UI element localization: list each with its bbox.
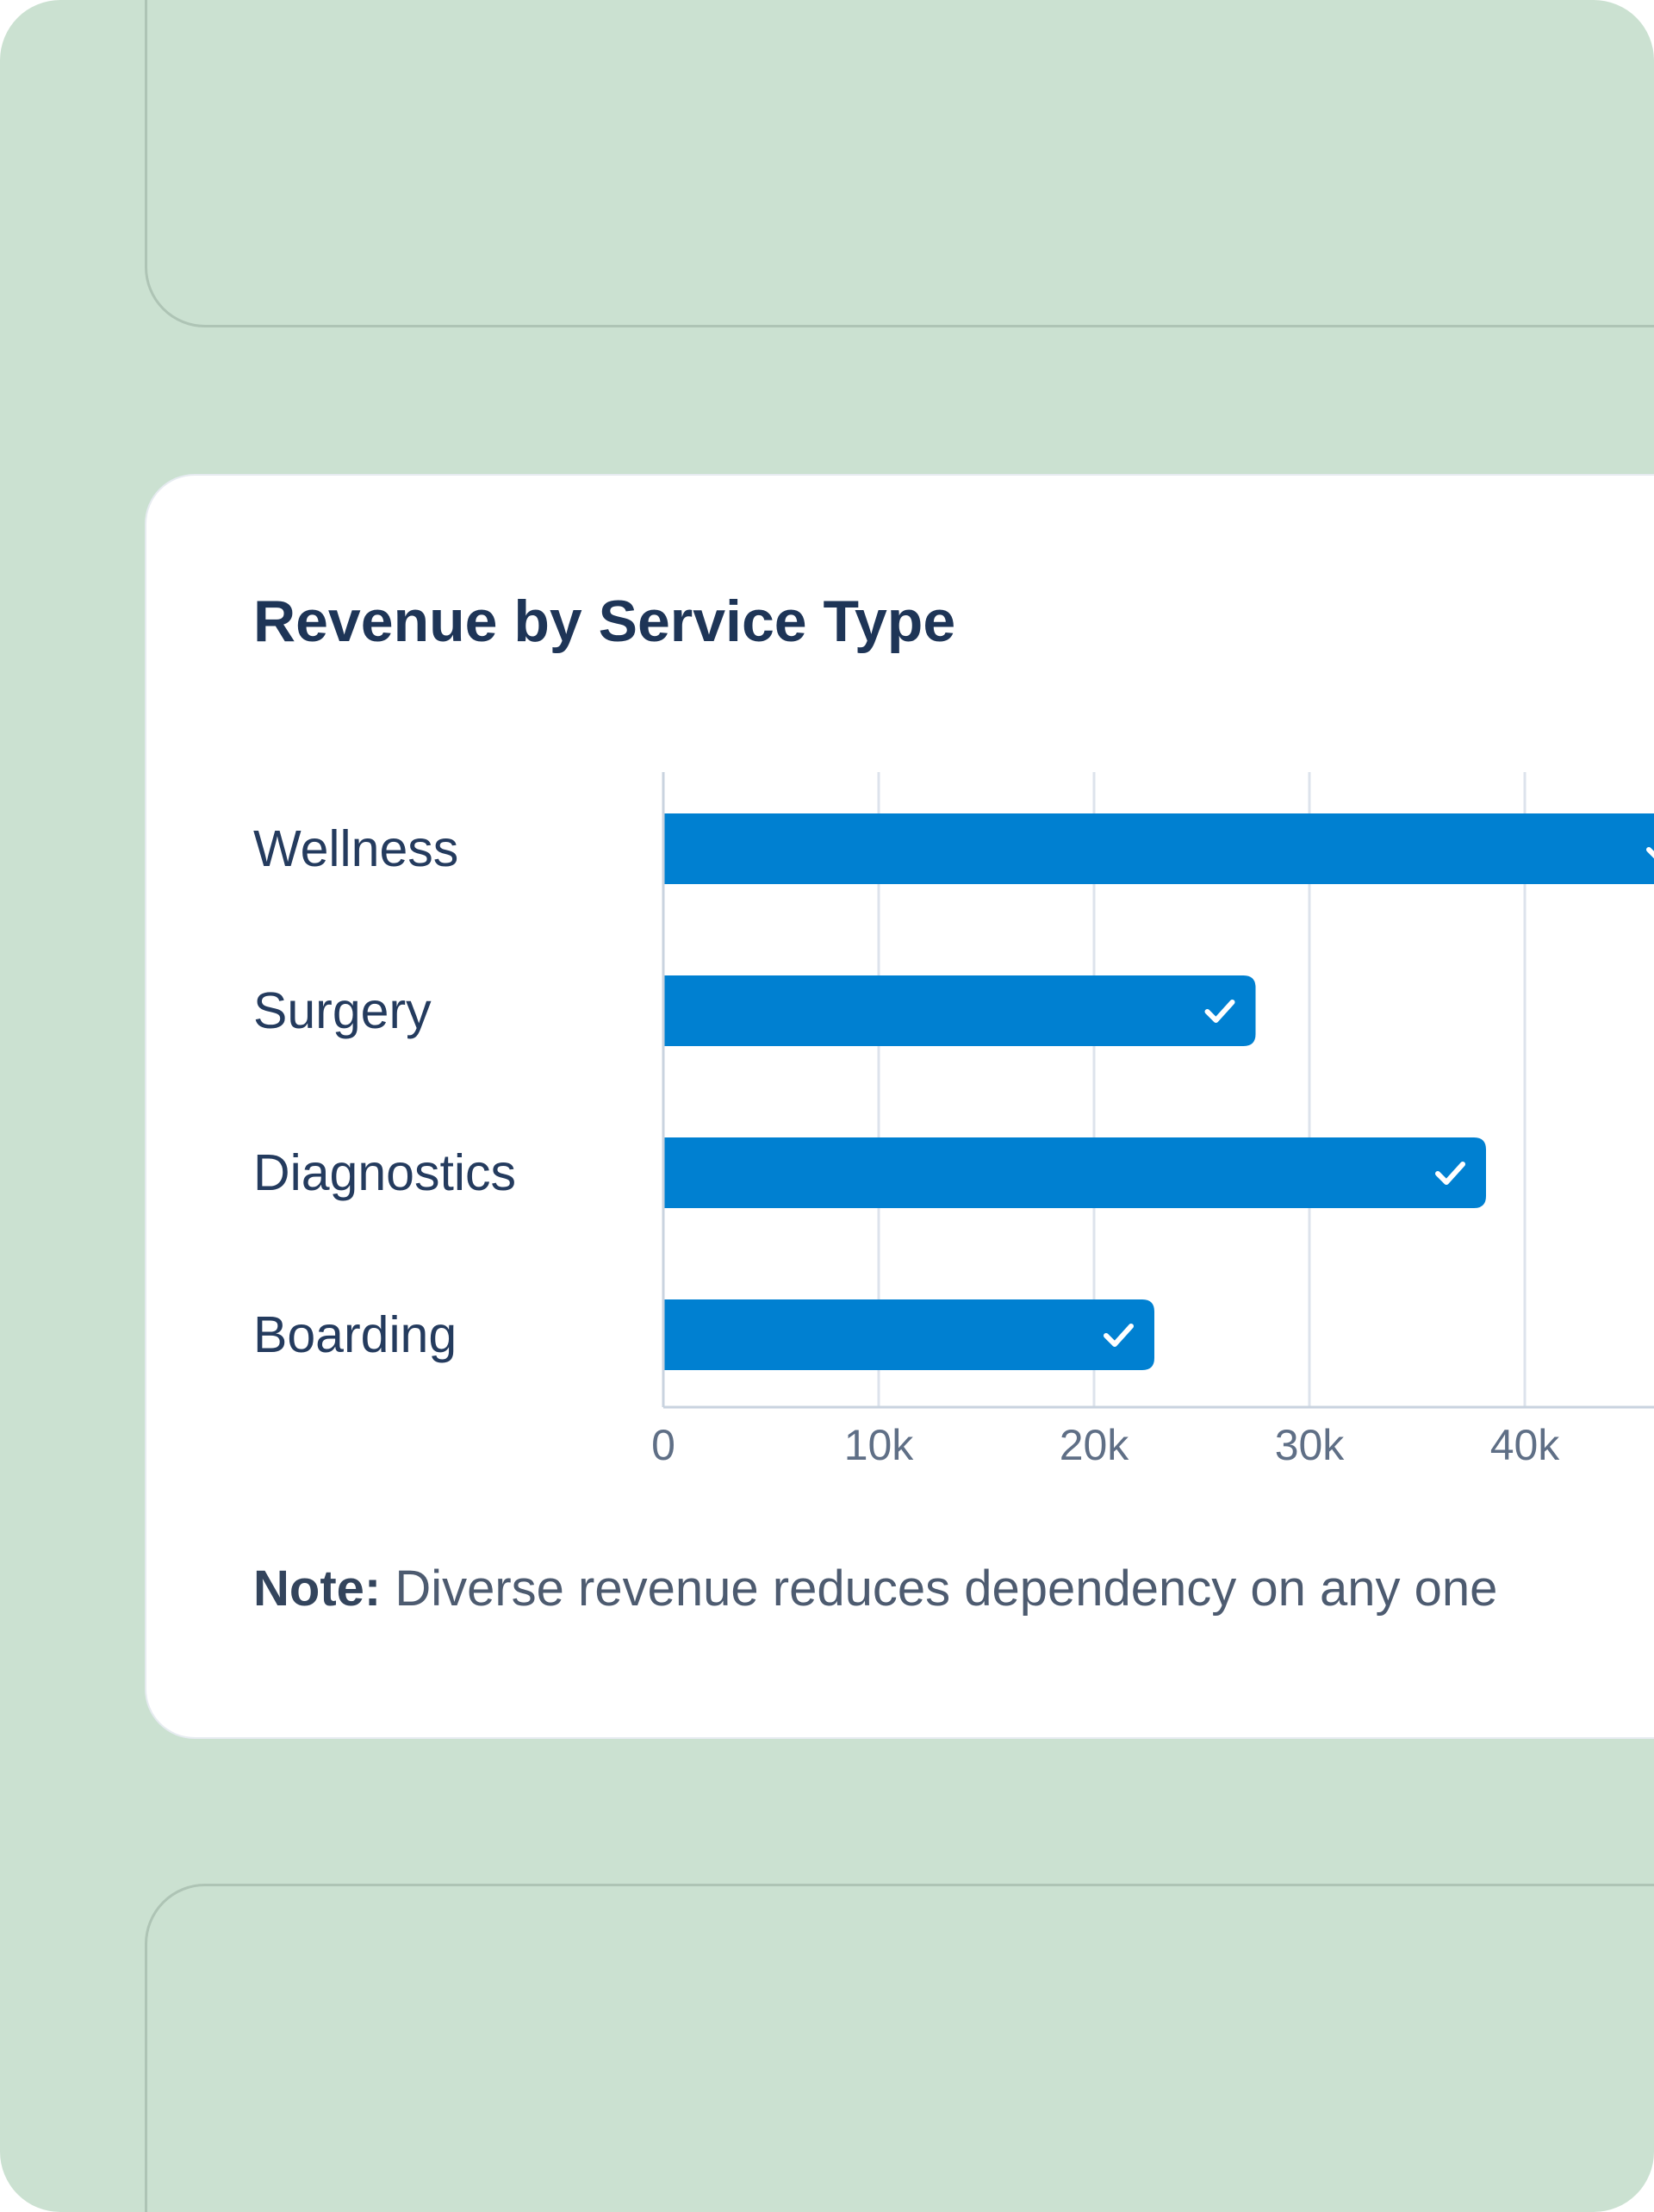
category-label-surgery: Surgery [253,982,432,1039]
check-icon [1204,1000,1235,1023]
x-tick-label: 0 [651,1421,675,1469]
bar-surgery [663,975,1256,1046]
revenue-bar-chart: Wellness Surgery Diagnostics Boarding 0 10k 20… [253,772,1654,1469]
category-label-diagnostics: Diagnostics [253,1144,516,1201]
note-label: Note: [253,1561,382,1617]
bar-wellness [663,813,1654,884]
x-tick-label: 30k [1275,1421,1346,1469]
next-card [145,1884,1654,2212]
previous-card [145,0,1654,327]
chart-title: Revenue by Service Type [253,589,956,654]
note-text: Diverse revenue reduces dependency on an… [395,1561,1498,1617]
x-tick-label: 20k [1060,1421,1130,1469]
x-tick-label: 40k [1490,1421,1561,1469]
revenue-chart-card: Wellness Surgery Diagnostics Boarding 0 10k 20… [146,476,1654,1737]
x-tick-label: 10k [844,1421,915,1469]
check-icon [1435,1162,1465,1185]
chart-note: Note: Diverse revenue reduces dependency… [253,1560,1497,1617]
check-icon [1104,1324,1134,1347]
category-label-boarding: Boarding [253,1306,457,1363]
bar-diagnostics [663,1137,1486,1208]
check-icon [1646,847,1654,859]
bar-boarding [663,1299,1154,1370]
category-label-wellness: Wellness [253,820,458,877]
